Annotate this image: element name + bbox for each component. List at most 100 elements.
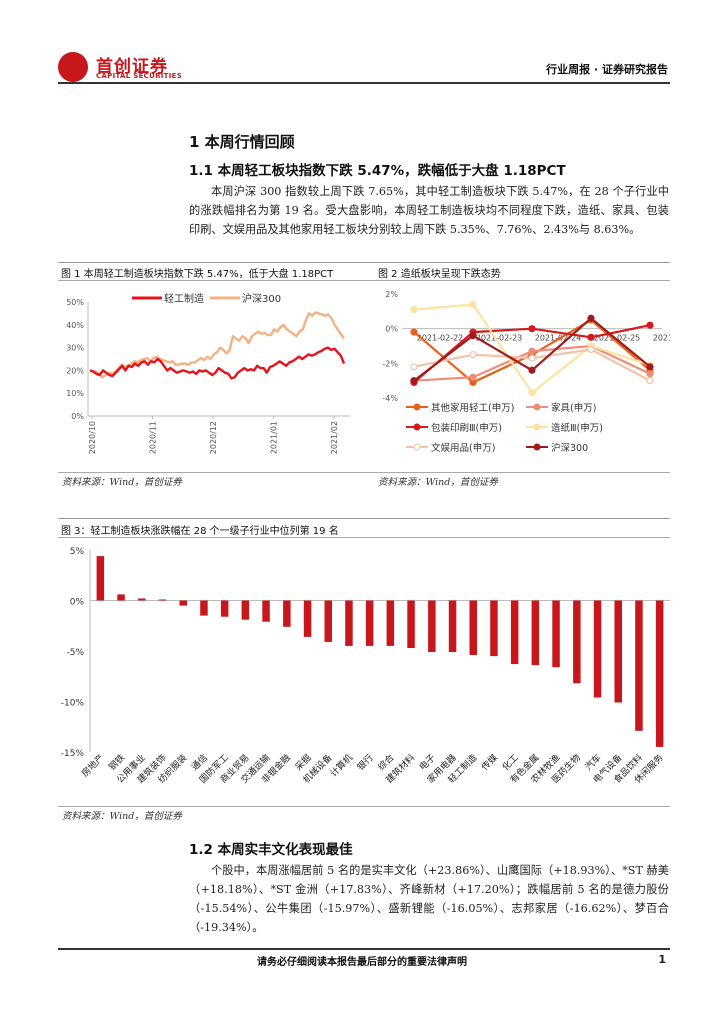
fig3-bottom-rule [58,806,670,807]
series-line-light-industry [89,346,346,380]
series-marker-5 [410,377,418,385]
series-line-csi300 [89,311,345,379]
bar-化工 [510,600,519,665]
series-marker-4 [587,345,595,354]
subsection-title-1-2: 1.2 本周实丰文化表现最佳 [189,842,353,858]
paragraph-1-2: 个股中，本周涨幅居前 5 名的是实丰文化（+23.86%）、山鹰国际（+18.9… [189,864,669,934]
series-marker-1 [646,370,654,378]
bar-商业贸易 [241,600,250,620]
series-marker-3 [528,389,536,397]
bar-传媒 [490,600,498,657]
bar-采掘 [303,600,312,637]
y-tick-label: -2% [382,359,398,368]
x-tick-label: 2021/01 [270,421,279,454]
series-marker-4 [528,354,536,362]
y-tick-label: -5% [66,648,84,658]
bar-建筑装饰 [158,599,167,601]
bar-农林牧渔 [552,600,560,668]
fig3-title-rule [58,537,670,538]
y-tick-label: 0% [71,412,84,421]
x-tick-label: 2021-02-25 [594,334,641,343]
series-marker-2 [646,321,654,329]
bar-电子 [428,600,436,652]
bar-银行 [365,600,374,646]
fig-bottom-rule [58,472,670,473]
legend-marker-4 [413,443,421,451]
legend-label-csi300: 沪深300 [242,292,281,305]
series-marker-3 [469,300,477,308]
y-tick-label: 5% [70,547,85,557]
figure-1-chart: 轻工制造 沪深300 0% 10% 20% 30% 40% 50% 2020/10 2020/… [66,292,350,454]
report-type: 行业周报 · 证券研究报告 [546,63,668,76]
bar-轻工制造 [469,600,477,655]
x-tick-label: 2020/12 [209,421,218,454]
page-number: 1 [658,953,666,966]
x-tick-label: 2021-02-23 [476,334,523,343]
y-tick-label: -15% [61,749,85,759]
legend-label-2: 包装印刷Ⅲ(申万) [431,422,502,434]
legend-marker-3 [533,423,541,431]
category-label: 传媒 [479,752,500,773]
series-marker-0 [410,328,418,336]
y-tick-label: 20% [66,366,84,375]
series-marker-4 [469,351,477,359]
bar-汽车 [593,600,602,698]
series-marker-2 [587,333,595,341]
x-tick-label: 2021-02-22 [417,334,464,343]
series-marker-5 [469,331,477,340]
fig-top-rule [58,262,670,263]
series-marker-5 [646,363,654,371]
bar-交通运输 [262,600,270,622]
bar-机械设备 [324,600,332,642]
logo-icon [58,52,88,82]
x-tick-label: 2021/02 [330,421,339,454]
bar-食品饮料 [635,600,643,731]
series-marker-2 [528,325,536,333]
bar-电气设备 [614,600,622,703]
logo-subtitle: CAPITAL SECURITIES [96,72,183,80]
series-marker-1 [469,373,477,381]
legend-label-3: 造纸Ⅲ(申万) [551,422,603,434]
bar-有色金属 [531,600,540,666]
y-tick-label: 10% [66,389,84,398]
bar-家用电器 [448,600,457,652]
figure-3-title: 图 3：轻工制造板块涨跌幅在 28 个一级子行业中位列第 19 名 [61,526,339,537]
fig3-top-rule [58,518,670,519]
y-tick-label: 50% [66,298,84,307]
bar-综合 [386,600,395,646]
bar-计算机 [345,600,353,646]
section-title: 1 本周行情回顾 [189,133,295,151]
y-tick-label: -10% [61,699,85,709]
series-marker-1 [528,347,536,355]
y-tick-label: 0% [385,325,398,334]
bar-通信 [200,600,208,616]
legend-marker-0 [413,403,421,411]
legend-label-light-industry: 轻工制造 [164,292,204,305]
footer-rule [58,948,670,950]
bar-国防军工 [220,600,229,617]
bar-休闲服务 [655,600,664,747]
bar-非银金融 [283,600,291,627]
fig1-legend: 轻工制造 沪深300 [132,292,281,305]
series-marker-3 [410,306,418,314]
bar-钢铁 [117,594,125,601]
y-tick-label: 2% [385,290,398,299]
y-tick-label: -4% [382,394,398,403]
footer-disclaimer: 请务必仔细阅读本报告最后部分的重要法律声明 [257,957,467,968]
series-marker-5 [587,314,595,322]
subsection-title-1-1: 1.1 本周轻工板块指数下跌 5.47%，跌幅低于大盘 1.18PCT [189,163,566,179]
bar-房地产 [96,556,105,601]
series-marker-4 [410,363,418,371]
legend-label-5: 沪深300 [551,442,588,454]
figure-2-chart: 2%0%-2%-4%2021-02-22 2021-02-23 2021-02-24… [382,290,670,454]
x-tick-label: 2021-02-26 [653,334,670,343]
paragraph-1-1: 本周沪深 300 指数较上周下跌 7.65%，其中轻工制造板块下跌 5.47%，… [189,185,669,236]
x-tick-label: 2020/10 [88,421,97,454]
figure-2-source: 资料来源：Wind，首创证券 [378,477,498,488]
figure-3-source: 资料来源：Wind，首创证券 [62,811,182,822]
logo-text: 首创证券 [96,57,168,77]
header-rule [58,82,670,84]
legend-marker-5 [533,443,541,451]
legend-label-1: 家具(申万) [551,402,596,414]
legend-marker-1 [533,403,541,411]
